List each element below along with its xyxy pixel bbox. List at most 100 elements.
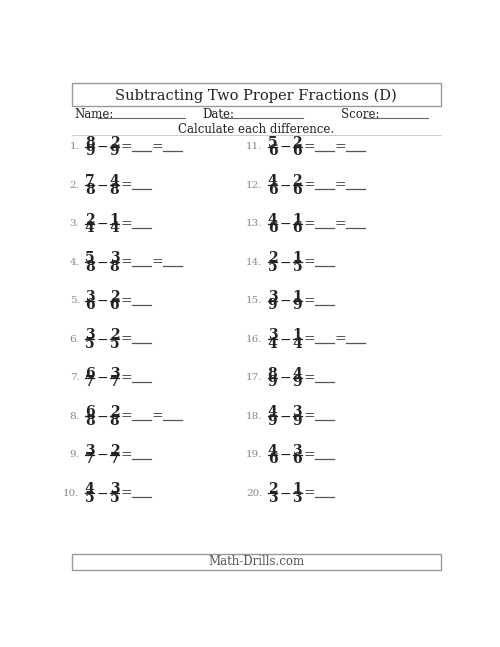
Text: −: −	[279, 487, 290, 500]
Text: 10.: 10.	[63, 489, 80, 498]
FancyBboxPatch shape	[72, 553, 440, 571]
FancyBboxPatch shape	[72, 83, 440, 106]
Text: 4: 4	[268, 213, 278, 226]
Text: −: −	[279, 371, 290, 385]
Text: 20.: 20.	[246, 489, 262, 498]
Text: =: =	[334, 333, 346, 346]
Text: 2.: 2.	[70, 181, 80, 190]
Text: 6: 6	[292, 144, 302, 158]
Text: 5: 5	[85, 490, 94, 505]
Text: 6: 6	[268, 221, 278, 235]
Text: 5: 5	[85, 251, 94, 265]
Text: 8: 8	[110, 413, 119, 428]
Text: 1: 1	[292, 328, 302, 342]
Text: 19.: 19.	[246, 450, 262, 459]
Text: 9: 9	[292, 375, 302, 389]
Text: 7.: 7.	[70, 373, 80, 382]
Text: 2: 2	[110, 136, 119, 149]
Text: 8: 8	[268, 367, 278, 380]
Text: −: −	[279, 410, 290, 423]
Text: 17.: 17.	[246, 373, 262, 382]
Text: 3: 3	[292, 405, 302, 419]
Text: −: −	[96, 333, 108, 346]
Text: =: =	[303, 371, 315, 385]
Text: =: =	[303, 256, 315, 269]
Text: −: −	[96, 179, 108, 192]
Text: 3: 3	[268, 328, 278, 342]
Text: 6: 6	[292, 182, 302, 197]
Text: 9: 9	[268, 298, 278, 312]
Text: =: =	[120, 333, 132, 346]
Text: 1.: 1.	[70, 142, 80, 151]
Text: 3: 3	[85, 328, 94, 342]
Text: 3: 3	[110, 482, 119, 496]
Text: 12.: 12.	[246, 181, 262, 190]
Text: 1: 1	[110, 213, 120, 226]
Text: 8: 8	[85, 136, 94, 149]
Text: =: =	[303, 294, 315, 308]
Text: 5: 5	[268, 259, 278, 274]
Text: =: =	[120, 487, 132, 500]
Text: 8: 8	[110, 259, 119, 274]
Text: 2: 2	[110, 328, 119, 342]
Text: =: =	[303, 448, 315, 462]
Text: 3: 3	[292, 490, 302, 505]
Text: Name:: Name:	[75, 108, 114, 121]
Text: 6: 6	[85, 367, 94, 380]
Text: =: =	[120, 256, 132, 269]
Text: 4: 4	[110, 174, 120, 188]
Text: =: =	[303, 410, 315, 423]
Text: 9: 9	[292, 298, 302, 312]
Text: 2: 2	[268, 251, 278, 265]
Text: −: −	[96, 140, 108, 154]
Text: 8: 8	[85, 182, 94, 197]
Text: 6: 6	[268, 144, 278, 158]
Text: =: =	[303, 140, 315, 154]
Text: 3: 3	[85, 444, 94, 457]
Text: −: −	[96, 256, 108, 269]
Text: 7: 7	[110, 452, 119, 466]
Text: 4: 4	[292, 367, 302, 380]
Text: −: −	[96, 371, 108, 385]
Text: 9: 9	[85, 144, 94, 158]
Text: 3: 3	[85, 290, 94, 303]
Text: 5: 5	[85, 336, 94, 351]
Text: 9: 9	[268, 375, 278, 389]
Text: 6.: 6.	[70, 335, 80, 344]
Text: =: =	[120, 410, 132, 423]
Text: 4: 4	[85, 221, 94, 235]
Text: 2: 2	[110, 290, 119, 303]
Text: =: =	[334, 217, 346, 231]
Text: =: =	[151, 256, 163, 269]
Text: −: −	[279, 333, 290, 346]
Text: Score:: Score:	[342, 108, 380, 121]
Text: −: −	[279, 294, 290, 308]
Text: 4: 4	[268, 336, 278, 351]
Text: =: =	[120, 217, 132, 231]
Text: 4: 4	[292, 336, 302, 351]
Text: 1: 1	[292, 251, 302, 265]
Text: −: −	[279, 140, 290, 154]
Text: 6: 6	[268, 182, 278, 197]
Text: 4: 4	[268, 405, 278, 419]
Text: 6: 6	[268, 452, 278, 466]
Text: =: =	[120, 294, 132, 308]
Text: 1: 1	[292, 213, 302, 226]
Text: 16.: 16.	[246, 335, 262, 344]
Text: 13.: 13.	[246, 219, 262, 228]
Text: 6: 6	[85, 405, 94, 419]
Text: =: =	[120, 179, 132, 192]
Text: =: =	[120, 371, 132, 385]
Text: Date:: Date:	[202, 108, 234, 121]
Text: =: =	[120, 140, 132, 154]
Text: −: −	[279, 179, 290, 192]
Text: 3.: 3.	[70, 219, 80, 228]
Text: −: −	[279, 217, 290, 231]
Text: 6: 6	[292, 221, 302, 235]
Text: 7: 7	[85, 375, 94, 389]
Text: 3: 3	[110, 367, 119, 380]
Text: 9: 9	[110, 144, 119, 158]
Text: 9.: 9.	[70, 450, 80, 459]
Text: 5: 5	[110, 490, 119, 505]
Text: 8.: 8.	[70, 412, 80, 421]
